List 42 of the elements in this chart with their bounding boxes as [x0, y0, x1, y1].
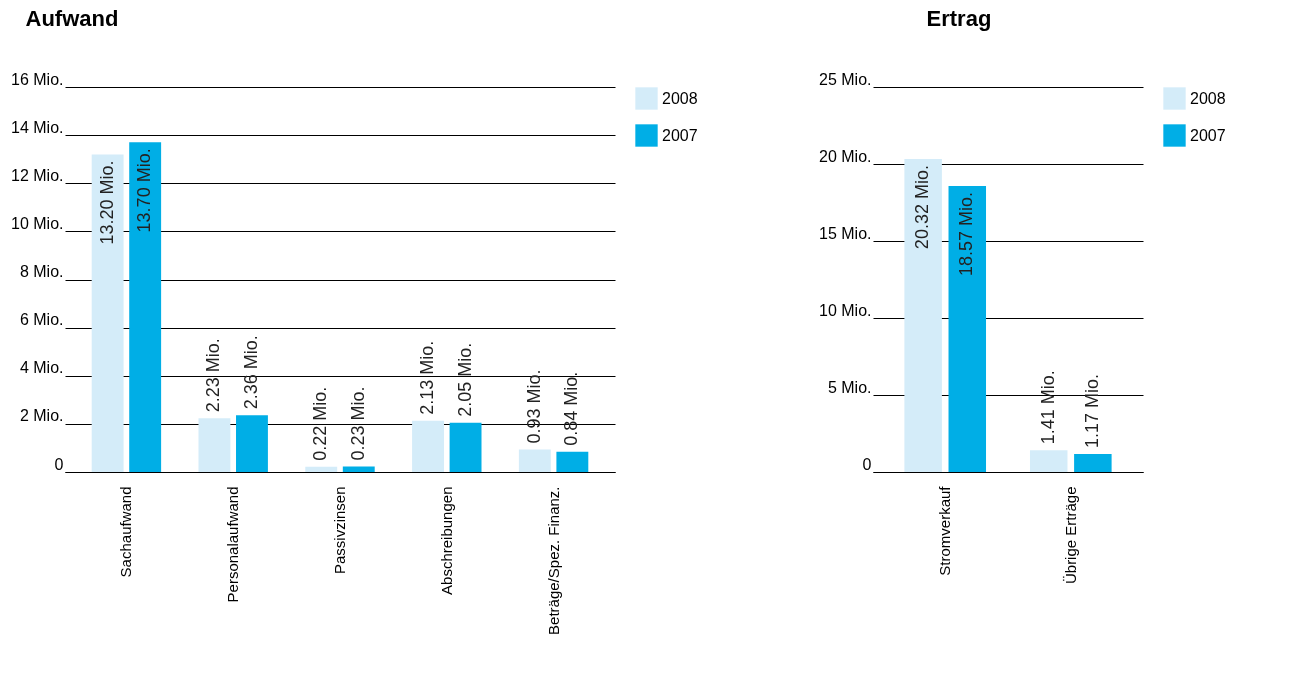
x-tick-label: Passivzinsen	[331, 486, 348, 575]
legend-label: 2007	[1190, 126, 1226, 144]
y-tick-label: 2 Mio.	[19, 407, 64, 425]
x-tick-label: Übrige Erträge	[1061, 486, 1079, 585]
y-tick-label: 14 Mio.	[11, 118, 64, 136]
y-tick-label: 10 Mio.	[11, 214, 64, 232]
y-tick-label: 15 Mio.	[819, 224, 872, 242]
legend-label: 2007	[662, 126, 698, 144]
data-label: 0.93 Mio.	[523, 369, 544, 444]
data-label: 2.05 Mio.	[454, 342, 475, 417]
data-label: 1.41 Mio.	[1037, 370, 1058, 445]
data-label: 18.57 Mio.	[956, 192, 977, 277]
data-label: 1.17 Mio.	[1081, 373, 1102, 448]
data-label: 0.84 Mio.	[561, 371, 582, 446]
data-label: 2.23 Mio.	[203, 338, 224, 413]
chart-title: Ertrag	[926, 6, 992, 31]
data-label: 2.13 Mio.	[417, 340, 438, 415]
y-tick-label: 10 Mio.	[819, 301, 872, 319]
chart-title: Aufwand	[25, 6, 119, 31]
legend-label: 2008	[662, 89, 698, 107]
data-label: 0.22 Mio.	[310, 386, 331, 461]
y-tick-label: 8 Mio.	[19, 263, 64, 280]
x-tick-label: Personalaufwand	[224, 486, 242, 603]
y-tick-label: 0	[862, 455, 872, 473]
data-label: 20.32 Mio.	[912, 165, 933, 250]
data-label: 13.70 Mio.	[134, 148, 155, 233]
data-label: 0.23 Mio.	[347, 386, 368, 461]
y-tick-label: 25 Mio.	[819, 70, 872, 88]
y-tick-label: 5 Mio.	[827, 378, 872, 396]
y-tick-label: 16 Mio.	[11, 70, 64, 88]
y-tick-label: 4 Mio.	[19, 359, 64, 377]
data-label: 13.20 Mio.	[96, 160, 117, 245]
legend-label: 2008	[1190, 89, 1226, 107]
y-tick-label: 6 Mio.	[19, 311, 64, 329]
y-tick-label: 20 Mio.	[819, 147, 872, 165]
x-tick-label: Stromverkauf	[936, 485, 954, 576]
x-tick-label: Sachaufwand	[117, 486, 135, 578]
y-tick-label: 12 Mio.	[11, 166, 64, 184]
x-tick-label: Beträge/Spez. Finanz.	[544, 486, 562, 635]
x-tick-label: Abschreibungen	[437, 486, 455, 595]
y-tick-label: 0	[54, 455, 64, 473]
data-label: 2.36 Mio.	[240, 335, 261, 410]
